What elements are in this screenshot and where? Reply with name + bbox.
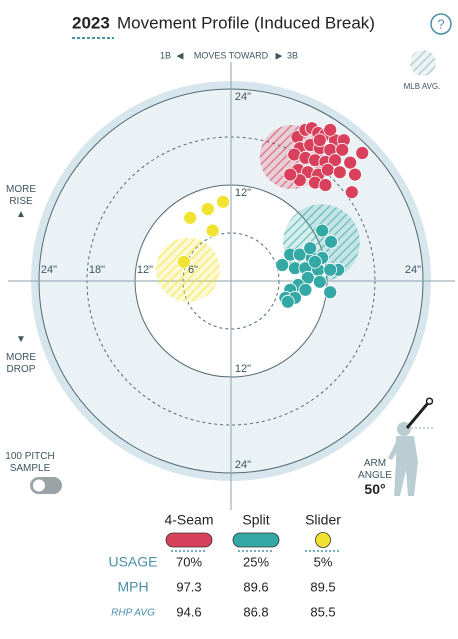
pitch-point [303,241,318,256]
pitch-point [344,185,359,200]
arrow-left: ◀ [177,50,184,60]
pitch-pill [165,532,213,548]
tick-label: 24" [41,264,57,276]
stat-value: 97.3 [176,579,201,594]
pitch-point [315,223,330,238]
pitch-point [328,153,342,168]
stat-value: 94.6 [176,604,201,619]
pitch-name: 4-Seam [164,512,213,528]
pitch-point [205,223,220,238]
stat-value: 86.8 [243,604,268,619]
pitch-name: Split [242,512,269,528]
rise-arrow: ▲ [16,209,26,220]
arm-angle-label: ARM ANGLE [358,458,392,481]
pitch-point [275,258,290,272]
row-label: USAGE [108,554,157,570]
pitch-point [323,262,338,277]
pitch-point [324,234,338,249]
stat-value: 25% [243,554,269,569]
drop-arrow: ▼ [16,334,26,345]
help-icon[interactable] [430,13,452,35]
tick-label: 24" [405,264,421,276]
rise-label: MORE RISE [6,184,36,207]
pitch-name: Slider [305,512,341,528]
pitch-point [280,294,295,309]
pitch-pill [232,532,280,548]
direction-middle: MOVES TOWARD [194,50,269,60]
tick-label: 12" [235,363,251,375]
direction-right: 3B [287,50,298,60]
arrow-right: ▶ [276,50,283,60]
pitch-point [283,167,298,182]
tick-label: 18" [89,264,105,276]
stats-table: 4-Seam Split Slider USAGE 70% 25% 5% MPH 97.3 89.… [108,512,341,620]
tick-label: 24" [235,91,251,103]
stat-value: 89.6 [243,579,268,594]
tick-label: 12" [235,187,251,199]
direction-left: 1B [160,50,171,60]
pitch-point [216,194,230,209]
sample-label: 100 PITCH SAMPLE [5,451,55,474]
stat-value: 70% [176,554,202,569]
stat-value: 5% [314,554,333,569]
pitch-point [308,254,322,269]
pitch-point [183,210,198,225]
tick-label: 12" [137,264,153,276]
pitch-point [335,142,350,157]
pitch-point [312,133,327,148]
pitch-point [176,254,191,269]
row-label: MPH [117,579,148,595]
pitch-point [318,178,333,192]
pitcher-figure [388,422,418,496]
row-label: RHP AVG [111,608,155,619]
pitch-point [312,274,327,289]
toggle-knob [33,479,45,492]
tick-label: 24" [235,459,251,471]
pitch-point [332,165,347,180]
stat-value: 85.5 [310,604,335,619]
pitch-point [348,167,362,182]
tick-label: 6" [188,264,198,276]
stat-value: 89.5 [310,579,335,594]
arm-angle-ball [425,397,434,405]
mlb-avg-area [155,237,220,302]
pitch-point [320,162,335,177]
pitch-pill [315,532,331,548]
pitch-point [355,146,370,160]
mlb-avg-label: MLB AVG. [404,82,441,91]
drop-label: MORE DROP [6,352,36,375]
title: Movement Profile (Induced Break) [117,13,375,32]
pitch-point [323,122,338,137]
pitch-point [200,202,215,216]
pitch-point [343,155,358,170]
arm-angle-line [405,400,431,429]
title-year: 2023 [72,13,110,32]
pitch-point [298,282,313,297]
mlb-avg-icon [410,50,436,76]
arm-angle-value: 50° [364,481,386,497]
plot: 6" 12" 18" 24" 24" 12" 12" 24" 24" [8,62,455,510]
pitch-point [323,285,338,300]
mlb-avg-area [283,204,360,281]
help-icon-text: ? [437,16,444,31]
